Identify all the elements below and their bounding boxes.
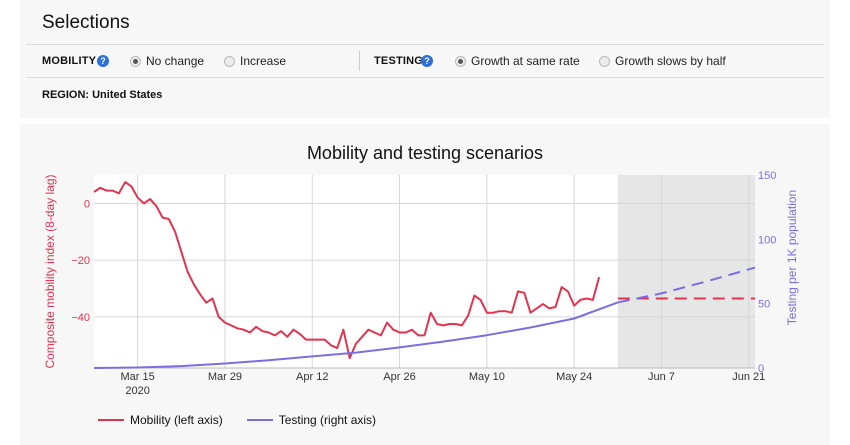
y-right-tick-label: 100 <box>758 234 776 246</box>
y-right-axis-label: Testing per 1K population <box>785 190 799 325</box>
mobility-option-increase[interactable]: Increase <box>224 54 286 68</box>
radio-selected-icon[interactable] <box>130 55 141 67</box>
radio-selected-icon[interactable] <box>455 55 466 67</box>
mobility-option-no-change[interactable]: No change <box>130 54 204 68</box>
x-tick-label: Jun 7 <box>648 371 675 383</box>
x-tick-label: Mar 15 <box>121 371 155 383</box>
y-left-axis-label: Composite mobility index (8-day lag) <box>43 174 57 368</box>
x-tick-label: Jun 21 <box>732 371 765 383</box>
x-tick-label: Apr 12 <box>296 371 328 383</box>
selections-title: Selections <box>42 12 130 33</box>
series-line-4 <box>617 266 756 304</box>
x-tick-label: Apr 26 <box>383 371 415 383</box>
legend-item-mobility[interactable]: Mobility (left axis) <box>98 413 223 427</box>
option-label: Growth at same rate <box>471 54 580 68</box>
region-label: REGION: United States <box>42 89 163 101</box>
testing-help-icon[interactable]: ? <box>421 55 433 67</box>
testing-option-slows-by-half[interactable]: Growth slows by half <box>599 54 726 68</box>
y-left-tick-label: −40 <box>71 312 90 324</box>
legend-swatch-mobility <box>98 419 124 421</box>
chart-panel: Mar 15 2020 Mar 29 Apr 12 Apr 26 May 10 May 24… <box>20 124 830 445</box>
separator <box>359 51 360 71</box>
divider <box>26 77 824 78</box>
testing-option-same-rate[interactable]: Growth at same rate <box>455 54 580 68</box>
y-right-tick-label: 150 <box>758 170 776 182</box>
x-tick-label: Mar 29 <box>208 371 242 383</box>
x-tick-sublabel: 2020 <box>125 385 149 397</box>
option-label: No change <box>146 54 205 68</box>
chart-title: Mobility and testing scenarios <box>307 143 543 163</box>
legend-swatch-testing <box>246 419 273 421</box>
testing-label: TESTING <box>374 55 424 67</box>
selections-panel: Selections MOBILITY ? No change Increase… <box>20 0 830 118</box>
projection-band <box>617 175 755 368</box>
divider <box>26 44 824 45</box>
legend-label-testing: Testing (right axis) <box>278 413 377 427</box>
y-right-tick-label: 0 <box>758 363 764 375</box>
legend-label-mobility: Mobility (left axis) <box>130 413 223 427</box>
y-left-tick-label: −20 <box>71 255 90 267</box>
series-line-1 <box>93 181 601 360</box>
x-tick-label: May 10 <box>469 371 505 383</box>
mobility-label: MOBILITY <box>42 55 97 67</box>
legend-item-testing[interactable]: Testing (right axis) <box>246 413 377 427</box>
series-line-3 <box>93 301 619 369</box>
mobility-testing-chart: Mar 15 2020 Mar 29 Apr 12 Apr 26 May 10 May 24… <box>43 143 799 397</box>
x-tick-label: May 24 <box>556 371 592 383</box>
y-left-tick-label: 0 <box>84 198 90 210</box>
chart-legend: Mobility (left axis) Testing (right axis… <box>98 413 400 427</box>
radio-unselected-icon[interactable] <box>224 55 235 67</box>
mobility-help-icon[interactable]: ? <box>97 55 109 67</box>
option-label: Increase <box>240 54 287 68</box>
radio-unselected-icon[interactable] <box>599 55 610 67</box>
y-right-tick-label: 50 <box>758 299 770 311</box>
option-label: Growth slows by half <box>615 54 726 68</box>
